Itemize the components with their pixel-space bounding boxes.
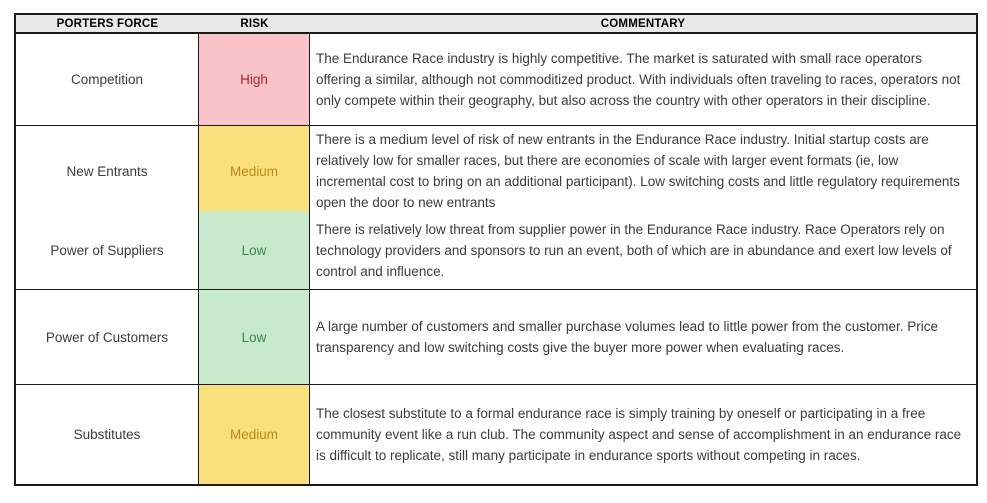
header-commentary: COMMENTARY [600, 17, 686, 30]
header-risk: RISK [240, 17, 269, 30]
risk-cell: Low [199, 211, 310, 289]
force-cell: Substitutes [16, 385, 199, 484]
header-porters-force: PORTERS FORCE [56, 17, 159, 30]
table-row-substitutes: Substitutes Medium The closest substitut… [16, 384, 976, 484]
risk-cell: Medium [199, 126, 310, 216]
commentary-cell: A large number of customers and smaller … [310, 290, 976, 384]
table-row-new-entrants: New Entrants Medium There is a medium le… [16, 125, 976, 216]
commentary-cell: There is a medium level of risk of new e… [310, 126, 976, 216]
table-row-power-of-suppliers: Power of Suppliers Low There is relative… [16, 210, 976, 289]
risk-cell: Medium [199, 385, 310, 484]
commentary-cell: The Endurance Race industry is highly co… [310, 34, 976, 125]
force-cell: New Entrants [16, 126, 199, 216]
table-header-row: PORTERS FORCE RISK COMMENTARY [16, 15, 976, 34]
risk-cell: High [199, 34, 310, 125]
force-cell: Competition [16, 34, 199, 125]
table-row-power-of-customers: Power of Customers Low A large number of… [16, 289, 976, 384]
porters-forces-table: PORTERS FORCE RISK COMMENTARY Competitio… [14, 13, 978, 486]
force-cell: Power of Suppliers [16, 211, 199, 289]
commentary-cell: There is relatively low threat from supp… [310, 211, 976, 289]
force-cell: Power of Customers [16, 290, 199, 384]
commentary-cell: The closest substitute to a formal endur… [310, 385, 976, 484]
table-row-competition: Competition High The Endurance Race indu… [16, 34, 976, 125]
risk-cell: Low [199, 290, 310, 384]
